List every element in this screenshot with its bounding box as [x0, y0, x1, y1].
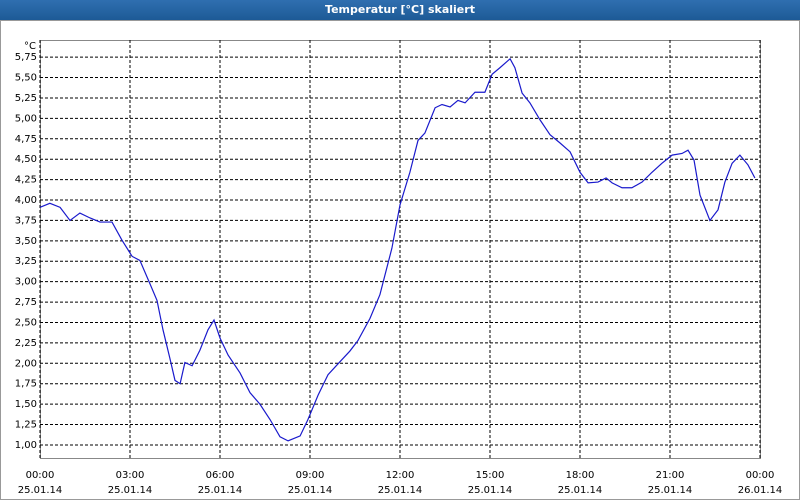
x-tick-label: 21:00: [656, 470, 685, 481]
x-tick-date: 25.01.14: [288, 485, 333, 496]
y-tick-label: 4,25: [15, 175, 37, 186]
y-tick-label: 1,50: [15, 399, 37, 410]
y-tick-label: 2,25: [15, 338, 37, 349]
x-tick-date: 25.01.14: [18, 485, 63, 496]
y-tick-label: 3,25: [15, 256, 37, 267]
x-tick-label: 03:00: [116, 470, 145, 481]
y-tick-label: 4,00: [15, 195, 37, 206]
y-tick-label: 5,50: [15, 73, 37, 84]
x-tick-label: 00:00: [26, 470, 55, 481]
x-tick-label: 18:00: [566, 470, 595, 481]
x-tick-date: 25.01.14: [558, 485, 603, 496]
x-tick-label: 12:00: [386, 470, 415, 481]
y-tick-label: 4,75: [15, 134, 37, 145]
x-tick-label: 09:00: [296, 470, 325, 481]
x-tick-date: 25.01.14: [108, 485, 153, 496]
y-tick-label: 5,25: [15, 93, 37, 104]
y-tick-label: 2,00: [15, 358, 37, 369]
x-tick-label: 15:00: [476, 470, 505, 481]
y-tick-label: 5,75: [15, 52, 37, 63]
title-bar: Temperatur [°C] skaliert: [0, 0, 800, 20]
x-tick-date: 25.01.14: [378, 485, 423, 496]
x-tick-date: 26.01.14: [738, 485, 783, 496]
x-tick-label: 00:00: [746, 470, 775, 481]
x-tick-date: 25.01.14: [468, 485, 513, 496]
y-tick-label: 2,50: [15, 317, 37, 328]
x-tick-date: 25.01.14: [648, 485, 693, 496]
temperature-line: [39, 57, 756, 442]
chart-title: Temperatur [°C] skaliert: [325, 3, 475, 16]
y-tick-label: 2,75: [15, 297, 37, 308]
y-tick-label: 5,00: [15, 113, 37, 124]
y-tick-label: 1,00: [15, 440, 37, 451]
x-tick-date: 25.01.14: [198, 485, 243, 496]
y-tick-label: 1,75: [15, 379, 37, 390]
y-tick-label: 1,25: [15, 420, 37, 431]
y-tick-label: 4,50: [15, 154, 37, 165]
y-unit: °C: [24, 41, 36, 52]
x-tick-label: 06:00: [206, 470, 235, 481]
y-tick-label: 3,00: [15, 277, 37, 288]
y-tick-label: 3,75: [15, 215, 37, 226]
y-tick-label: 3,50: [15, 236, 37, 247]
